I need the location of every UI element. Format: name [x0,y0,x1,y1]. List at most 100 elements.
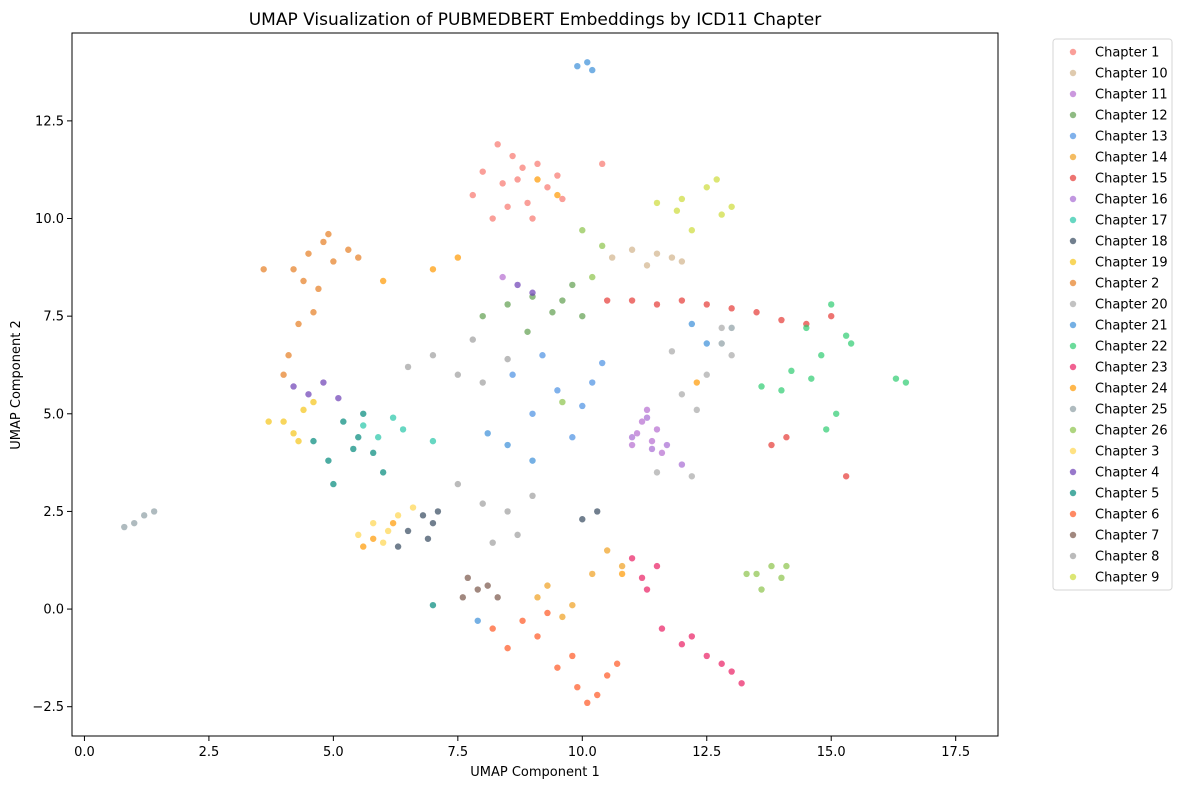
data-point [484,582,491,589]
legend-marker [1069,342,1077,350]
y-tick-label: 12.5 [35,114,64,129]
data-point [290,430,297,437]
y-tick-label: −2.5 [32,700,64,715]
legend-label: Chapter 25 [1095,403,1168,418]
legend-label: Chapter 11 [1095,88,1168,103]
data-point [633,430,641,437]
data-point [350,445,357,453]
data-point [459,594,467,601]
data-point [489,215,496,222]
data-point [504,301,511,308]
data-point [559,613,566,621]
data-point [285,352,292,359]
legend-marker [1069,384,1077,392]
data-point [828,312,835,320]
data-point [589,379,596,386]
legend-label: Chapter 6 [1095,508,1159,523]
legend-marker [1069,258,1077,266]
data-point [454,371,462,378]
data-point [768,441,775,449]
data-point [474,617,481,624]
legend-label: Chapter 19 [1095,256,1168,271]
data-point [429,352,437,359]
legend-label: Chapter 9 [1095,571,1159,586]
data-point [783,434,790,441]
data-point [902,379,910,386]
data-point [758,383,765,390]
data-point [643,414,651,421]
data-point [484,430,491,437]
legend-label: Chapter 12 [1095,109,1168,124]
data-point [419,512,427,519]
data-point [330,480,337,488]
x-tick-label: 5.0 [323,745,344,760]
data-point [728,324,735,332]
data-point [554,387,561,394]
data-point [529,457,536,464]
data-point [489,539,496,546]
legend-marker [1069,90,1077,98]
data-point [718,340,725,347]
data-point [534,594,541,601]
legend-marker [1069,363,1077,371]
data-point [768,562,775,570]
data-point [320,379,327,386]
data-point [509,152,516,160]
data-point [394,512,402,519]
legend-marker [1069,216,1077,224]
data-point [718,660,725,667]
data-point [429,601,437,609]
data-point [310,309,317,316]
data-point [534,633,541,640]
data-point [489,625,496,632]
data-point [399,426,407,433]
data-point [360,410,367,417]
data-point [653,199,661,207]
data-point [818,352,825,359]
data-point [310,437,317,445]
data-point [599,359,606,367]
data-point [300,406,307,414]
legend-label: Chapter 8 [1095,550,1159,565]
legend-label: Chapter 10 [1095,67,1168,82]
data-point [494,594,501,601]
data-point [369,519,377,527]
x-tick-label: 0.0 [74,745,95,760]
data-point [589,570,596,578]
legend-label: Chapter 17 [1095,214,1168,229]
y-tick-label: 7.5 [43,310,64,325]
legend-frame [1052,38,1173,591]
legend-label: Chapter 26 [1095,424,1168,439]
data-point [653,426,661,433]
data-point [479,379,486,386]
data-point [688,320,696,328]
data-point [584,699,591,707]
legend-label: Chapter 3 [1095,445,1159,460]
data-point [753,570,760,578]
legend-marker [1069,405,1077,413]
data-point [479,312,486,320]
data-point [265,418,272,425]
legend-label: Chapter 13 [1095,130,1168,145]
data-point [140,512,148,519]
legend-marker [1069,573,1077,581]
data-point [429,519,437,527]
legend-marker [1069,468,1077,476]
data-point [842,473,850,480]
data-point [504,355,511,363]
data-point [524,199,531,207]
data-point [360,422,367,429]
data-point [579,402,586,410]
data-point [892,375,900,382]
data-point [389,414,397,421]
data-point [728,203,735,210]
legend-marker [1069,426,1077,434]
data-point [280,418,287,425]
legend-label: Chapter 1 [1095,46,1159,61]
data-point [688,227,696,234]
data-point [360,543,367,550]
data-point [678,297,686,304]
y-tick-label: 2.5 [43,505,64,520]
data-point [379,469,387,476]
